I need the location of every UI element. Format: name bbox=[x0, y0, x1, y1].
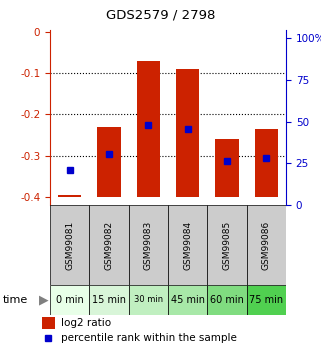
Text: GSM99083: GSM99083 bbox=[144, 220, 153, 270]
Text: log2 ratio: log2 ratio bbox=[61, 318, 111, 328]
Text: GSM99086: GSM99086 bbox=[262, 220, 271, 270]
FancyBboxPatch shape bbox=[207, 285, 247, 315]
Text: GDS2579 / 2798: GDS2579 / 2798 bbox=[106, 8, 215, 21]
Text: 60 min: 60 min bbox=[210, 295, 244, 305]
FancyBboxPatch shape bbox=[89, 285, 129, 315]
FancyBboxPatch shape bbox=[247, 285, 286, 315]
Text: 15 min: 15 min bbox=[92, 295, 126, 305]
Text: time: time bbox=[3, 295, 29, 305]
FancyBboxPatch shape bbox=[168, 285, 207, 315]
Bar bbox=[97, 127, 121, 197]
FancyBboxPatch shape bbox=[207, 205, 247, 285]
Bar bbox=[136, 61, 160, 197]
Bar bbox=[255, 129, 278, 197]
Bar bbox=[176, 69, 199, 197]
FancyBboxPatch shape bbox=[89, 205, 129, 285]
Text: 75 min: 75 min bbox=[249, 295, 283, 305]
Text: percentile rank within the sample: percentile rank within the sample bbox=[61, 333, 237, 343]
Text: 0 min: 0 min bbox=[56, 295, 83, 305]
Text: GSM99082: GSM99082 bbox=[105, 220, 114, 269]
FancyBboxPatch shape bbox=[247, 205, 286, 285]
Text: 45 min: 45 min bbox=[171, 295, 205, 305]
Text: GSM99081: GSM99081 bbox=[65, 220, 74, 270]
FancyBboxPatch shape bbox=[129, 205, 168, 285]
FancyBboxPatch shape bbox=[129, 285, 168, 315]
Text: 30 min: 30 min bbox=[134, 296, 163, 305]
Text: GSM99085: GSM99085 bbox=[222, 220, 231, 270]
Bar bbox=[58, 195, 82, 197]
Text: ▶: ▶ bbox=[39, 294, 48, 306]
Bar bbox=[42, 317, 55, 328]
FancyBboxPatch shape bbox=[168, 205, 207, 285]
Text: GSM99084: GSM99084 bbox=[183, 220, 192, 269]
Bar bbox=[215, 139, 239, 197]
FancyBboxPatch shape bbox=[50, 205, 89, 285]
FancyBboxPatch shape bbox=[50, 285, 89, 315]
